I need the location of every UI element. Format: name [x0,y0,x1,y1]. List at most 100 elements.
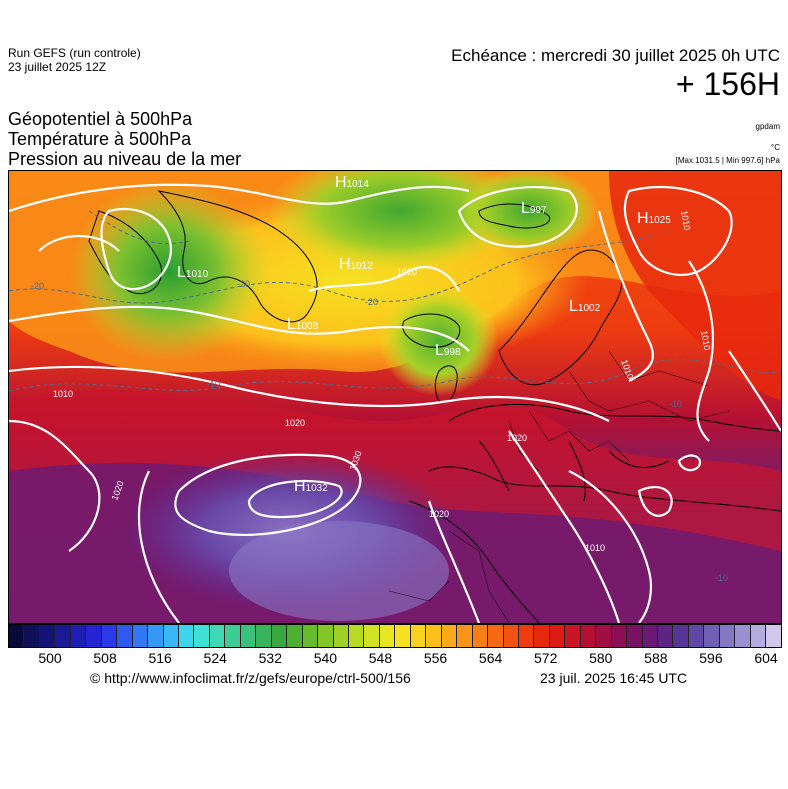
colorbar-cell [256,625,272,647]
colorbar-tick-label: 580 [589,650,613,666]
colorbar-cell [148,625,164,647]
colorbar-cell [302,625,319,647]
isobar-label: 1010 [699,330,712,351]
colorbar-cell [379,625,396,647]
colorbar-cell [642,625,659,647]
colorbar-cell [565,625,581,647]
isotherm-label: -10 [669,399,682,409]
colorbar-cell [225,625,241,647]
colorbar-tick-label: 604 [754,650,778,666]
colorbar-tick-label: 500 [38,650,62,666]
colorbar-cell [271,625,288,647]
isobar-label: 1010 [585,543,605,553]
colorbar-cell [9,625,25,647]
isobar-label: 1010 [679,210,692,231]
colorbar-cell [410,625,427,647]
colorbar-tick-label: 596 [699,650,723,666]
colorbar-cell [518,625,535,647]
colorbar-cell [441,625,458,647]
footer-generated: 23 juil. 2025 16:45 UTC [540,670,688,686]
colorbar-labels: 500 508 516 524 532 540 548 556 564 572 580 588 596 6… [8,650,780,666]
pressure-range: [Max 1031.5 | Min 997.6] hPa [675,156,780,165]
colorbar-tick-label: 532 [258,650,282,666]
isotherm-label: -10 [207,379,220,389]
colorbar-tick-label: 524 [203,650,227,666]
pressure-center: H1014 [335,174,369,191]
colorbar-tick-label: 588 [644,650,668,666]
footer-url: © http://www.infoclimat.fr/z/gefs/europe… [90,670,411,686]
field-title-temperature: Température à 500hPa [8,129,192,149]
colorbar-cell [194,625,210,647]
colorbar-cell [580,625,597,647]
isotherm-label: -20 [365,297,378,307]
colorbar-cell [178,625,195,647]
isobar-label: 1020 [285,418,305,428]
unit-geopotential: gpdam [755,122,780,131]
colorbar-cell [318,625,334,647]
colorbar-tick-label: 516 [148,650,172,666]
unit-temperature: °C [771,143,780,152]
colorbar-cell [117,625,133,647]
colorbar-cell [163,625,179,647]
map-svg: H1014 L997 H1025 L1010 H1012 L1002 L1008… [9,171,781,623]
colorbar-cell [658,625,674,647]
colorbar-cell [766,625,781,647]
colorbar-cell [688,625,705,647]
isotherm-labels: -20 -20 -20 -10 -10 -10 [31,279,728,583]
colorbar-cell [364,625,380,647]
colorbar-cell [735,625,751,647]
colorbar [8,624,782,648]
colorbar-cell [596,625,612,647]
pressure-center: L997 [521,200,547,217]
colorbar-cell [627,625,643,647]
colorbar-cell [704,625,720,647]
colorbar-cell [209,625,226,647]
pressure-center: H1025 [637,210,671,227]
pressure-center: L1008 [287,316,319,333]
country-borders [388,350,730,623]
pressure-centers: H1014 L997 H1025 L1010 H1012 L1002 L1008… [177,174,671,495]
colorbar-cell [719,625,736,647]
isotherms [9,210,781,392]
colorbar-cell [86,625,102,647]
colorbar-cell [24,625,40,647]
colorbar-cell [750,625,767,647]
isobar-label: 1020 [429,509,449,519]
isotherm-label: -20 [237,279,250,289]
isobar-label: 1010 [397,267,417,277]
colorbar-cell [534,625,550,647]
run-date: 23 juillet 2025 12Z [8,60,107,74]
isobar-label: 1020 [507,433,527,443]
colorbar-cell [39,625,56,647]
colorbar-cell [333,625,349,647]
colorbar-tick-label: 508 [93,650,117,666]
pressure-center: L1002 [569,298,601,315]
field-title-pressure: Pression au niveau de la mer [8,149,242,169]
colorbar-cell [611,625,628,647]
colorbar-tick-label: 556 [423,650,448,666]
pressure-center: H1032 [294,478,328,495]
pressure-center: L1010 [177,264,209,281]
pressure-center: L998 [435,342,461,359]
colorbar-cell [395,625,411,647]
pressure-center: H1012 [339,256,373,273]
isotherm-label: -10 [715,573,728,583]
field-title-geopotential: Géopotentiel à 500hPa [8,109,193,129]
colorbar-cell [348,625,365,647]
colorbar-cell [240,625,257,647]
lead-time: + 156H [675,66,780,102]
colorbar-cell [673,625,689,647]
colorbar-cell [472,625,489,647]
colorbar-cell [70,625,87,647]
run-title: Run GEFS (run controle) [8,46,141,60]
colorbar-cell [549,625,566,647]
colorbar-tick-label: 572 [534,650,558,666]
valid-time: Echéance : mercredi 30 juillet 2025 0h U… [451,46,780,65]
isotherm-label: -20 [31,281,44,291]
weather-map: H1014 L997 H1025 L1010 H1012 L1002 L1008… [8,170,782,624]
colorbar-cell [488,625,504,647]
colorbar-tick-label: 548 [368,650,393,666]
colorbar-tick-label: 564 [478,650,503,666]
coastlines [88,190,781,623]
colorbar-tick-label: 540 [313,650,338,666]
